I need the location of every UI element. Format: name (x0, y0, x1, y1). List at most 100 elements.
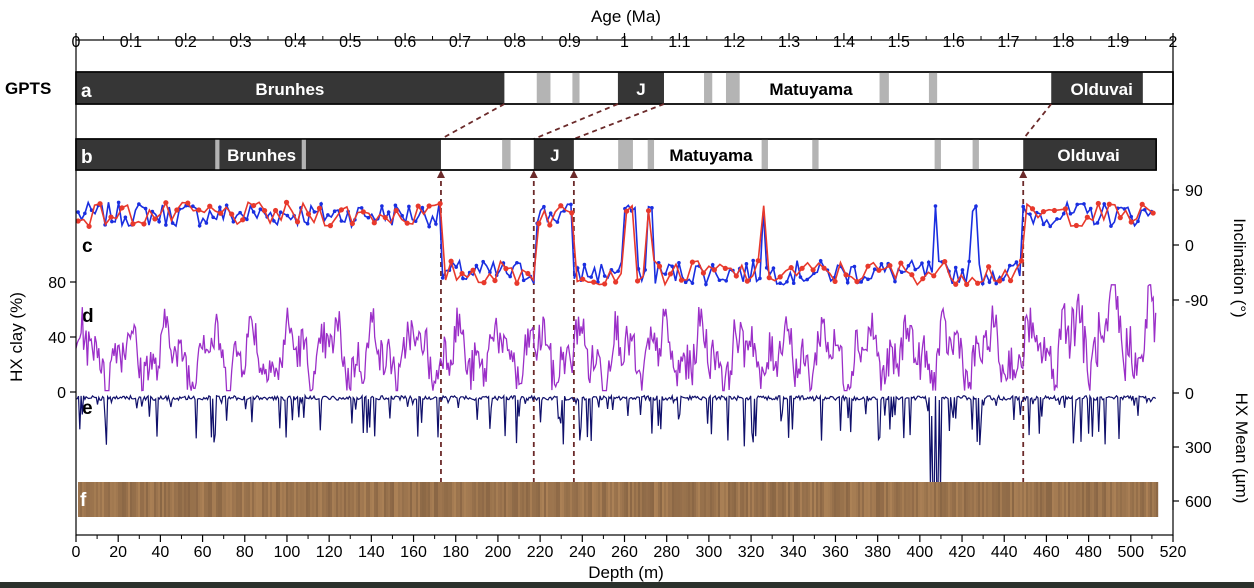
core-image-slice (728, 482, 731, 517)
core-image-slice (524, 482, 527, 517)
bottom-tick-label: 240 (569, 544, 596, 561)
inclination-point-blue (481, 259, 485, 264)
inclination-point-blue (123, 215, 128, 220)
inclination-point-blue (359, 206, 364, 210)
core-image-slice (954, 482, 957, 517)
core-image-slice (432, 482, 435, 517)
core-image-slice (360, 482, 363, 517)
top-tick-label: 0.2 (175, 34, 197, 51)
core-image-slice (684, 482, 687, 517)
inclination-point-blue (960, 268, 965, 272)
core-image-slice (416, 482, 419, 517)
core-image-slice (1092, 482, 1095, 517)
core-image-slice (834, 482, 837, 517)
subchron-block (761, 139, 768, 170)
core-image-slice (1086, 482, 1089, 517)
core-image-slice (180, 482, 183, 517)
inclination-point-blue (1055, 217, 1059, 221)
core-image-slice (514, 482, 517, 517)
core-image-slice (144, 482, 147, 517)
inclination-point-blue (521, 278, 526, 283)
core-image-slice (628, 482, 631, 517)
core-image-slice (594, 482, 597, 517)
inclination-point-blue (143, 206, 148, 211)
inclination-point-blue (366, 215, 371, 220)
inclination-point-red (382, 214, 388, 221)
core-image-slice (644, 482, 647, 517)
core-image-slice (556, 482, 559, 517)
inclination-point-blue (272, 219, 276, 223)
core-image-slice (408, 482, 411, 517)
inclination-point-blue (83, 211, 87, 216)
core-image-slice (458, 482, 461, 517)
subchron-block (879, 72, 889, 104)
inclination-point-blue (386, 210, 391, 214)
normal-polarity-block (533, 139, 574, 170)
inclination-point-red (97, 201, 103, 207)
core-image-slice (1026, 482, 1029, 517)
core-image-slice (118, 482, 121, 517)
core-image-slice (1098, 482, 1101, 517)
core-image-slice (114, 482, 117, 517)
core-image-slice (792, 482, 795, 517)
core-image-slice (1066, 482, 1069, 517)
core-image-slice (318, 482, 321, 517)
inclination-point-blue (110, 219, 114, 224)
core-image-slice (1010, 482, 1013, 517)
core-image-slice (152, 482, 155, 517)
inclination-point-blue (231, 219, 236, 224)
top-tick-label: 0.3 (229, 34, 251, 51)
core-image-slice (680, 482, 683, 517)
core-image-slice (966, 482, 969, 517)
core-image-slice (1008, 482, 1011, 517)
core-image-slice (1016, 482, 1019, 517)
core-image-slice (940, 482, 943, 517)
bottom-tick-label: 460 (1033, 544, 1060, 561)
core-image-slice (818, 482, 821, 517)
core-image-slice (554, 482, 557, 517)
core-image-slice (206, 482, 209, 517)
top-tick-label: 1.3 (778, 34, 800, 51)
inclination-point-red (1007, 278, 1014, 284)
inclination-point-red (207, 203, 213, 209)
core-image-slice (712, 482, 715, 517)
core-image-slice (658, 482, 661, 517)
core-image-slice (548, 482, 551, 517)
core-image-slice (1000, 482, 1003, 517)
core-image-slice (530, 482, 533, 517)
bottom-tick-label: 340 (780, 544, 807, 561)
core-image-slice (1052, 482, 1055, 517)
core-image-slice (592, 482, 595, 517)
core-image-slice (80, 482, 83, 517)
core-image-slice (94, 482, 97, 517)
core-image-slice (168, 482, 171, 517)
core-image-slice (188, 482, 191, 517)
core-image-slice (140, 482, 143, 517)
core-image-slice (354, 482, 357, 517)
core-image-slice (572, 482, 575, 517)
core-image-slice (972, 482, 975, 517)
tie-line-upper (440, 103, 505, 140)
core-image-slice (186, 482, 189, 517)
inclination-point-blue (1028, 212, 1032, 216)
core-image-slice (392, 482, 395, 517)
core-image-slice (404, 482, 407, 517)
core-image-slice (210, 482, 213, 517)
core-image-slice (1118, 482, 1121, 517)
inclination-point-blue (1014, 260, 1019, 264)
inclination-point-blue (137, 202, 141, 206)
core-image-slice (468, 482, 471, 517)
core-image-slice (998, 482, 1001, 517)
top-tick-label: 0.8 (504, 34, 526, 51)
core-image-slice (810, 482, 813, 517)
inclination-point-red (75, 218, 81, 224)
bottom-tick-label: 500 (1117, 544, 1144, 561)
subchron-block (725, 72, 740, 104)
inclination-point-red (1051, 207, 1058, 214)
core-image-slice (774, 482, 777, 517)
core-image-slice (894, 482, 897, 517)
tie-line-upper (573, 103, 665, 140)
core-image-slice (686, 482, 689, 517)
core-image-slice (178, 482, 181, 517)
core-image-slice (668, 482, 671, 517)
